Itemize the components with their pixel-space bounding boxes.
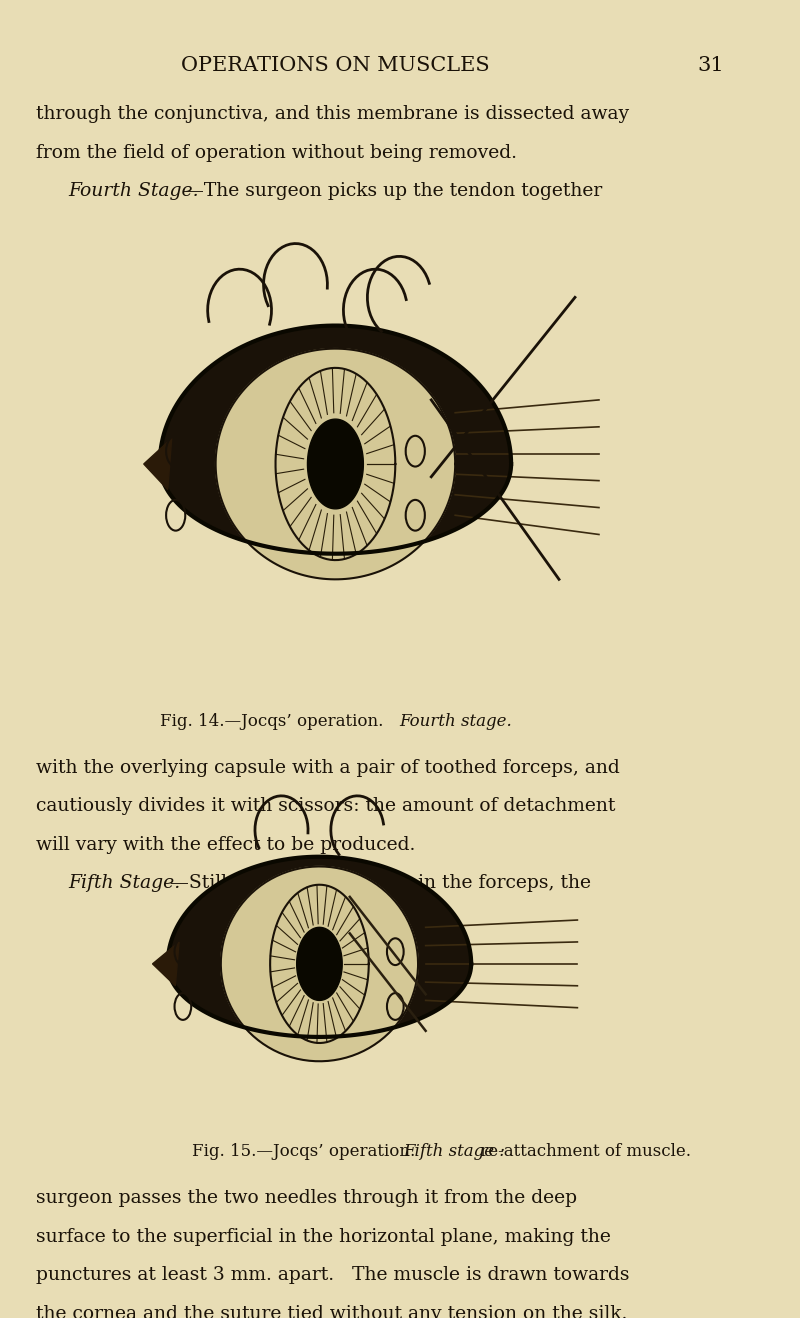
Polygon shape bbox=[160, 326, 511, 554]
Text: —The surgeon picks up the tendon together: —The surgeon picks up the tendon togethe… bbox=[186, 182, 602, 200]
Text: Fig. 15.—Jocqs’ operation.: Fig. 15.—Jocqs’ operation. bbox=[192, 1143, 430, 1160]
Polygon shape bbox=[153, 942, 179, 986]
Polygon shape bbox=[221, 866, 418, 1061]
Text: —Still holding the tendon in the forceps, the: —Still holding the tendon in the forceps… bbox=[170, 874, 591, 892]
Text: Fifth Stage.: Fifth Stage. bbox=[68, 874, 180, 892]
Text: re-attachment of muscle.: re-attachment of muscle. bbox=[475, 1143, 691, 1160]
Text: Fig. 14.—Jocqs’ operation.: Fig. 14.—Jocqs’ operation. bbox=[160, 713, 399, 730]
Text: the cornea and the suture tied without any tension on the silk.: the cornea and the suture tied without a… bbox=[36, 1305, 627, 1318]
Text: through the conjunctiva, and this membrane is dissected away: through the conjunctiva, and this membra… bbox=[36, 105, 629, 123]
Text: Fifth stage :: Fifth stage : bbox=[403, 1143, 506, 1160]
Polygon shape bbox=[168, 857, 471, 1037]
Polygon shape bbox=[297, 928, 342, 1000]
Text: surface to the superficial in the horizontal plane, making the: surface to the superficial in the horizo… bbox=[36, 1228, 611, 1246]
Polygon shape bbox=[144, 439, 172, 489]
Polygon shape bbox=[216, 349, 455, 580]
Text: Fourth Stage.: Fourth Stage. bbox=[68, 182, 198, 200]
Text: surgeon passes the two needles through it from the deep: surgeon passes the two needles through i… bbox=[36, 1189, 577, 1207]
Text: OPERATIONS ON MUSCLES: OPERATIONS ON MUSCLES bbox=[181, 57, 490, 75]
Text: with the overlying capsule with a pair of toothed forceps, and: with the overlying capsule with a pair o… bbox=[36, 759, 620, 776]
Text: will vary with the effect to be produced.: will vary with the effect to be produced… bbox=[36, 836, 415, 854]
Text: punctures at least 3 mm. apart.   The muscle is drawn towards: punctures at least 3 mm. apart. The musc… bbox=[36, 1267, 630, 1284]
Text: cautiously divides it with scissors: the amount of detachment: cautiously divides it with scissors: the… bbox=[36, 797, 615, 816]
Text: 31: 31 bbox=[698, 57, 724, 75]
Text: from the field of operation without being removed.: from the field of operation without bein… bbox=[36, 144, 517, 162]
Polygon shape bbox=[307, 419, 363, 509]
Text: Fourth stage.: Fourth stage. bbox=[399, 713, 512, 730]
